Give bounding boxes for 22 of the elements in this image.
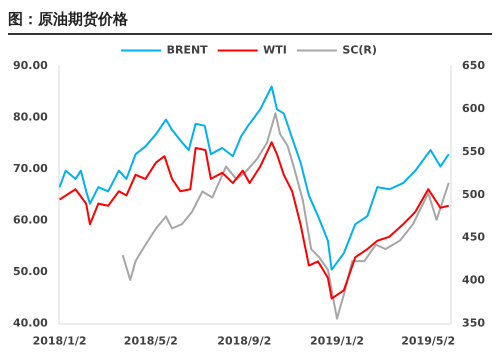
x-tick-label: 2018/5/2 (124, 334, 178, 348)
y-tick-label: 70.00 (12, 162, 48, 175)
y2-tick-label: 450 (462, 230, 486, 244)
legend-label: BRENT (166, 43, 208, 56)
x-tick-label: 2019/1/2 (310, 334, 364, 348)
y2-tick-label: 600 (462, 102, 486, 115)
y2-tick-label: 650 (462, 58, 486, 72)
x-tick-label: 2019/5/2 (401, 334, 456, 348)
y-tick-label: 50.00 (12, 265, 48, 278)
legend-label: WTI (263, 43, 287, 56)
legend-label: SC(R) (342, 43, 377, 56)
y2-tick-label: 350 (462, 316, 486, 330)
chart-title: 图：原油期货价格 (8, 8, 492, 35)
y2-tick-label: 400 (462, 274, 486, 287)
y2-tick-label: 500 (462, 188, 486, 201)
y-tick-label: 60.00 (12, 214, 48, 227)
y-tick-label: 80.00 (12, 110, 48, 124)
x-tick-label: 2018/9/2 (217, 334, 272, 348)
x-tick-label: 2018/1/2 (32, 334, 87, 348)
y-tick-label: 40.00 (12, 316, 48, 330)
y2-tick-label: 550 (462, 144, 486, 158)
y-tick-label: 90.00 (12, 58, 48, 72)
